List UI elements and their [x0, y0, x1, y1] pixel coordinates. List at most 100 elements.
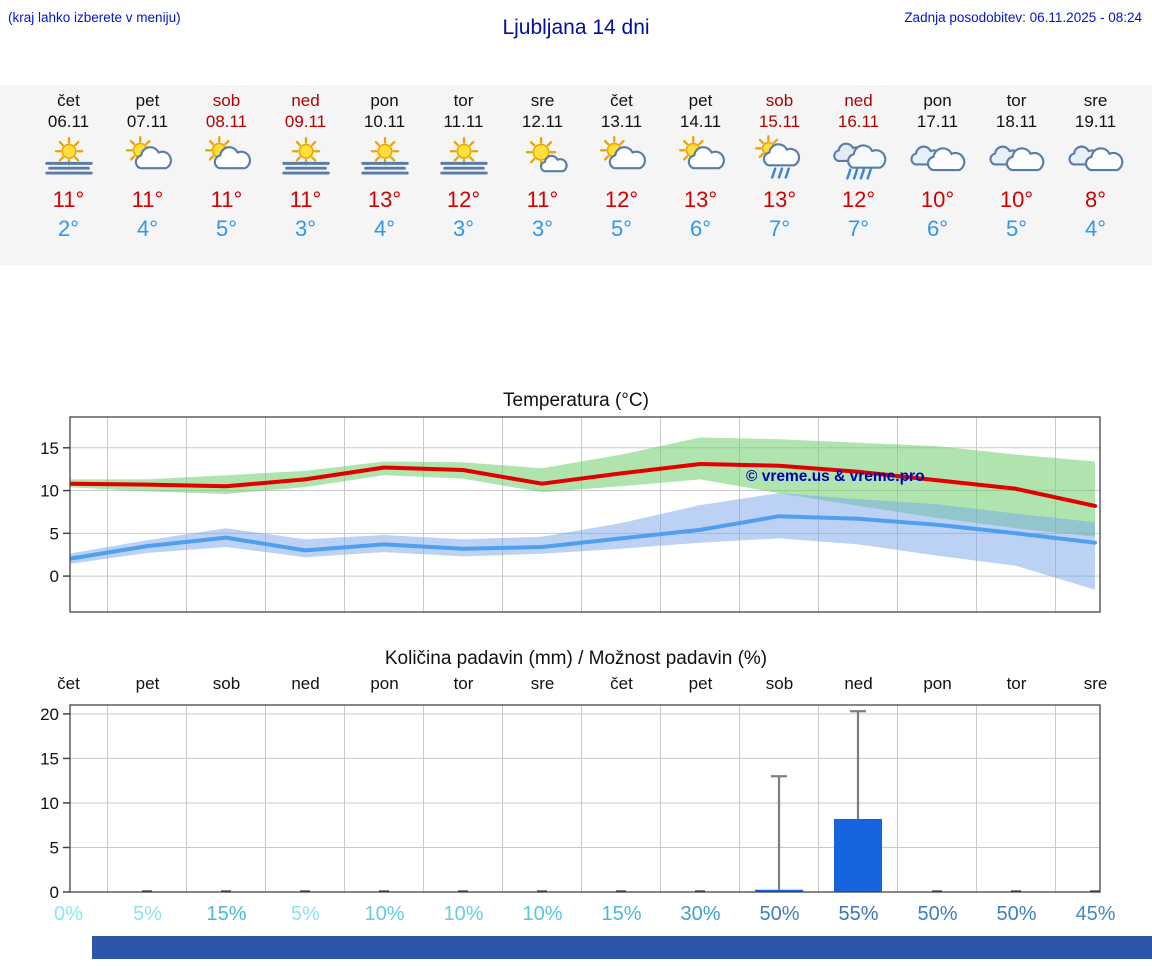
precip-probability: 10%: [522, 903, 563, 925]
sun-fog-icon: [433, 135, 495, 183]
max-temperature-line: [70, 462, 1097, 508]
y-tick-label: 15: [40, 439, 59, 458]
precip-probability: 50%: [917, 903, 958, 925]
watermark-link[interactable]: © vreme.us & vreme.pro: [746, 468, 925, 485]
day-date: 16.11: [837, 112, 880, 131]
forecast-strip-grid: čet 06.11 11° 2° pet 07.11 11° 4° sob 08.11 11° 5° n…: [29, 91, 1135, 242]
precip-tick: [695, 890, 705, 892]
precip-probability: 0%: [54, 903, 83, 925]
precip-day-label: pon: [370, 674, 399, 693]
cloudy-icon: [986, 135, 1048, 183]
precip-tick: [221, 890, 231, 892]
sun-shower-icon: [749, 135, 811, 183]
day-name: ned: [291, 91, 320, 110]
cloudy-icon: [1065, 135, 1127, 183]
temp-max: 11°: [210, 187, 243, 212]
day-name: tor: [453, 91, 474, 110]
sun-fog-icon: [38, 135, 100, 183]
precip-day-label: sob: [212, 674, 241, 693]
forecast-day: ned 16.11 12° 7°: [819, 91, 898, 242]
precip-tick: [379, 890, 389, 892]
forecast-day: sre 12.11 11° 3°: [503, 91, 582, 242]
day-date: 13.11: [600, 112, 643, 131]
precip-tick: [1011, 890, 1021, 892]
precip-day-label: pet: [135, 674, 160, 693]
temp-min: 7°: [847, 216, 870, 241]
temperature-chart: 0 5 10 15 © vreme.us & vreme.pro: [40, 416, 1101, 613]
precip-probability: 15%: [206, 903, 247, 925]
forecast-day: pet 14.11 13° 6°: [661, 91, 740, 242]
precip-tick: [932, 890, 942, 892]
precip-day-label: sre: [1083, 674, 1108, 693]
precip-probability: 50%: [996, 903, 1037, 925]
forecast-day: čet 13.11 12° 5°: [582, 91, 661, 242]
day-name: ned: [844, 91, 873, 110]
y-tick-label: 15: [40, 749, 59, 768]
max-range-band: [70, 437, 1095, 537]
precip-day-label: pet: [688, 674, 713, 693]
precip-day-label: čet: [610, 674, 633, 693]
mostly-sunny-icon: [512, 135, 574, 183]
day-name: čet: [610, 91, 633, 110]
day-name: pon: [923, 91, 952, 110]
last-update: Zadnja posodobitev: 06.11.2025 - 08:24: [904, 10, 1142, 25]
precip-day-label: sre: [530, 674, 555, 693]
temp-min: 3°: [452, 216, 475, 241]
temp-max: 13°: [683, 187, 718, 212]
precip-tick: [300, 890, 310, 892]
temp-min: 3°: [294, 216, 317, 241]
temp-max: 11°: [52, 187, 85, 212]
temp-min: 5°: [215, 216, 238, 241]
precip-day-label: ned: [844, 674, 873, 693]
sun-fog-icon: [354, 135, 416, 183]
temp-min: 4°: [373, 216, 396, 241]
rain-icon: [828, 135, 890, 183]
precip-probability: 55%: [838, 903, 879, 925]
day-date: 14.11: [679, 112, 722, 131]
forecast-day: tor 18.11 10° 5°: [977, 91, 1056, 242]
footer-bar: [92, 936, 1152, 959]
precip-day-label: tor: [453, 674, 474, 693]
temp-max: 12°: [446, 187, 481, 212]
y-tick-label: 0: [50, 883, 59, 900]
forecast-day: sob 15.11 13° 7°: [740, 91, 819, 242]
day-date: 12.11: [521, 112, 564, 131]
y-tick-label: 20: [40, 705, 59, 724]
temp-max: 12°: [841, 187, 876, 212]
temp-min: 7°: [768, 216, 791, 241]
precip-bar: [834, 818, 882, 892]
day-date: 09.11: [284, 112, 327, 131]
day-date: 18.11: [995, 112, 1038, 131]
day-date: 17.11: [916, 112, 959, 131]
menu-hint: (kraj lahko izberete v meniju): [8, 10, 181, 25]
forecast-day: sob 08.11 11° 5°: [187, 91, 266, 242]
precip-tick: [1090, 890, 1100, 892]
temp-max: 10°: [920, 187, 955, 212]
precip-day-label: čet: [57, 674, 80, 693]
temperature-chart-title: Temperatura (°C): [503, 390, 649, 411]
temp-min: 6°: [689, 216, 712, 241]
temp-max: 11°: [289, 187, 322, 212]
day-name: čet: [57, 91, 80, 110]
precip-tick: [458, 890, 468, 892]
precip-bar: [755, 889, 803, 892]
y-tick-label: 5: [50, 524, 59, 543]
temp-min: 5°: [610, 216, 633, 241]
temp-min: 6°: [926, 216, 949, 241]
page-title: Ljubljana 14 dni: [502, 16, 650, 39]
day-name: sre: [530, 91, 555, 110]
sun-cloud-icon: [117, 135, 179, 183]
temp-min: 3°: [531, 216, 554, 241]
day-name: sob: [212, 91, 241, 110]
cloudy-icon: [907, 135, 969, 183]
precip-tick: [142, 890, 152, 892]
temp-max: 10°: [999, 187, 1034, 212]
forecast-day: čet 06.11 11° 2°: [29, 91, 108, 242]
day-name: pet: [688, 91, 713, 110]
precip-day-labels: čet pet sob ned pon tor sre čet pet sob ned pon tor s…: [29, 674, 1135, 694]
y-tick-label: 10: [40, 794, 59, 813]
temp-max: 13°: [367, 187, 402, 212]
temp-min: 2°: [57, 216, 80, 241]
precip-probability: 10%: [443, 903, 484, 925]
min-temperature-line: [70, 514, 1097, 561]
